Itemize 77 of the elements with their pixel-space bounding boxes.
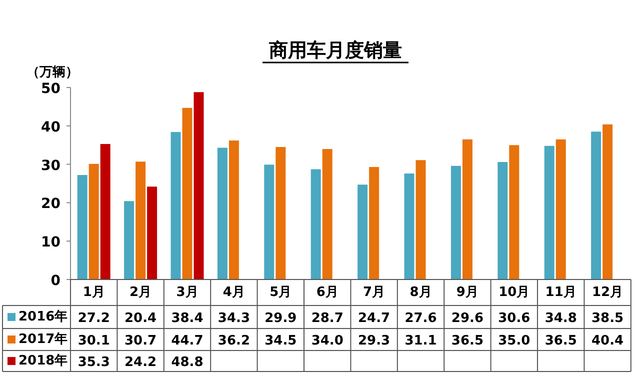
data-label: 35.3: [78, 355, 110, 370]
bar: [310, 169, 321, 280]
bar: [276, 147, 286, 280]
data-label: 36.5: [451, 334, 484, 348]
data-label: 24.2: [124, 355, 157, 370]
bar: [100, 144, 110, 280]
bar: [322, 148, 332, 280]
y-tick-label: 40: [41, 119, 61, 136]
x-tick-label: 5月: [270, 285, 292, 300]
data-label: 34.8: [544, 311, 577, 326]
data-label: 44.7: [171, 334, 204, 348]
data-label: 29.6: [451, 311, 484, 326]
bar: [182, 108, 192, 280]
y-tick-label: 10: [41, 234, 61, 251]
bar: [264, 164, 274, 280]
legend-label: 2017年: [18, 332, 68, 347]
chart-title: 商用车月度销量: [268, 40, 402, 62]
data-label: 38.5: [592, 311, 624, 326]
data-label: 40.4: [592, 334, 624, 348]
data-label: 38.4: [171, 311, 204, 326]
bar: [228, 140, 239, 280]
x-tick-label: 10月: [498, 285, 530, 300]
data-label: 48.8: [171, 355, 204, 370]
data-label: 28.7: [311, 311, 344, 326]
bar: [77, 175, 88, 280]
y-tick-label: 20: [41, 196, 61, 212]
x-tick-label: 2月: [130, 285, 152, 300]
y-tick-label: 0: [50, 273, 61, 289]
bar: [556, 139, 566, 280]
data-label: 31.1: [404, 334, 437, 348]
data-label: 29.9: [264, 311, 297, 326]
data-label: 30.1: [78, 334, 110, 348]
bar: [124, 201, 134, 280]
data-label: 27.2: [78, 311, 110, 326]
x-tick-label: 8月: [410, 285, 432, 300]
x-tick-label: 6月: [316, 285, 338, 300]
bar: [194, 92, 204, 280]
bar: [147, 186, 158, 280]
y-tick-label: 50: [41, 81, 61, 97]
data-label: 34.0: [311, 334, 344, 348]
x-tick-label: 11月: [545, 285, 576, 300]
bar: [136, 162, 146, 280]
data-label: 35.0: [498, 334, 530, 348]
bar: [591, 132, 602, 280]
data-label: 24.7: [358, 311, 390, 326]
y-axis-title: （万辆）: [26, 65, 78, 80]
y-tick-label: 30: [41, 158, 61, 174]
x-tick-label: 1月: [82, 285, 105, 300]
data-label: 20.4: [124, 311, 157, 326]
bar: [509, 145, 520, 280]
bar: [544, 146, 554, 280]
bar: [170, 132, 181, 280]
bar: [404, 174, 414, 280]
bar: [450, 166, 461, 280]
data-label: 29.3: [358, 334, 390, 348]
legend-label: 2016年: [18, 310, 68, 324]
data-label: 30.6: [498, 311, 530, 326]
bar: [217, 148, 228, 280]
bar: [602, 124, 613, 280]
data-label: 34.3: [218, 311, 250, 326]
bar: [416, 160, 426, 280]
x-tick-label: 12月: [592, 285, 624, 300]
legend-label: 2018年: [18, 354, 68, 368]
x-tick-label: 4月: [222, 285, 245, 300]
data-label: 27.6: [404, 311, 437, 326]
bar: [462, 139, 472, 280]
bar: [369, 166, 380, 280]
bar: [498, 162, 508, 280]
x-tick-label: 9月: [456, 285, 478, 300]
bar: [358, 184, 368, 280]
x-tick-label: 7月: [363, 285, 386, 300]
data-label: 36.2: [218, 334, 250, 348]
x-tick-label: 3月: [176, 285, 198, 300]
data-label: 30.7: [124, 334, 157, 348]
data-label: 34.5: [264, 334, 297, 348]
bar: [88, 164, 99, 280]
data-label: 36.5: [544, 334, 577, 348]
